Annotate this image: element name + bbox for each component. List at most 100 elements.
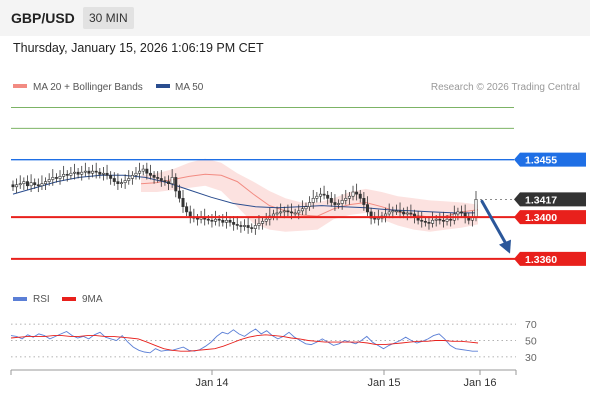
candle-body [109,175,113,179]
candle [15,178,19,194]
candle-body [91,170,95,174]
candle-body [355,191,359,195]
candle-body [217,218,221,221]
candle-body [112,178,116,182]
candle-body [394,210,398,213]
legend-bollinger: MA 20 + Bollinger Bands [33,82,143,93]
candle-body [362,198,366,205]
candle [87,166,91,180]
rsi-ma-line [10,334,479,352]
candle [315,192,319,203]
candle-body [264,218,268,222]
candle-body [315,195,319,199]
candle-body [40,183,44,187]
candle-body [54,177,58,179]
candle-body [181,198,185,207]
candle [271,209,275,221]
level-label: 1.3485 [525,123,557,135]
candle-body [282,210,286,213]
candle-body [384,213,388,217]
candle-body [235,224,239,226]
timeframe-button[interactable]: 30 MIN [83,7,134,29]
candle [94,162,98,179]
candle-body [340,200,344,204]
candle-body [116,181,120,184]
candle-body [279,211,283,214]
candle-body [206,218,210,221]
rsi-tick-label: 70 [525,319,537,331]
candle-body [250,227,254,229]
candle-body [195,217,199,220]
legend-ma50: MA 50 [175,82,204,93]
forecast-arrow-head [499,239,511,254]
candle-body [47,179,51,182]
candle [22,177,26,190]
candle-body [87,170,91,174]
candle-body [351,191,355,197]
candle [156,171,160,183]
candle [456,207,460,221]
candle-body [22,181,26,184]
candle [358,189,362,203]
candle-body [44,181,48,184]
x-tick-label: Jan 15 [367,377,400,389]
candle-body [326,194,330,199]
candle [449,212,453,227]
candle-body [145,168,149,174]
candle [441,211,445,228]
candle [221,213,225,227]
price-plot: 1.3505 1.3485 1.3455 1.3417 1.3400 1.3360 [11,102,586,266]
candle [98,168,102,179]
candle-body [286,210,290,213]
candle [214,210,218,226]
level-label: 1.3505 [525,102,557,114]
price-badge [514,210,586,225]
candle [62,165,66,181]
candle-body [387,211,391,215]
candle-body [148,172,152,176]
candle-body [474,199,478,218]
candle-body [69,172,73,176]
candle [65,170,69,182]
legend-rsi: RSI [33,294,50,305]
candle-body [344,198,348,201]
candle-body [290,211,294,214]
candle-body [405,212,409,215]
candle [44,177,48,190]
candle [18,175,22,189]
candle-body [33,182,37,186]
candle [304,202,308,216]
candle-body [243,225,247,227]
candle [112,172,116,186]
candle [340,194,344,210]
candle [423,217,427,227]
candle-body [246,225,250,228]
candle-body [152,175,156,178]
candle-body [62,173,66,177]
candle [167,175,171,190]
candle [105,164,109,180]
bollinger-band [141,158,478,232]
candle-body [58,176,62,179]
candle [337,199,341,209]
candle-body [163,180,167,182]
candle-body [156,177,160,179]
candle [286,204,290,217]
candle-body [120,182,124,184]
candle-body [297,210,301,214]
candle-body [36,184,40,187]
candle [333,194,337,211]
candle-body [427,222,431,224]
candle [69,166,73,180]
candle-body [304,206,308,210]
candle-body [83,170,87,173]
candle-body [11,184,15,188]
candle [127,170,131,185]
credit-text: Research © 2026 Trading Central [431,82,580,93]
candle-body [228,219,232,223]
candle [409,204,413,219]
candle-body [76,171,80,175]
candle [80,165,84,181]
candle-body [358,193,362,199]
candle-body [369,211,373,219]
